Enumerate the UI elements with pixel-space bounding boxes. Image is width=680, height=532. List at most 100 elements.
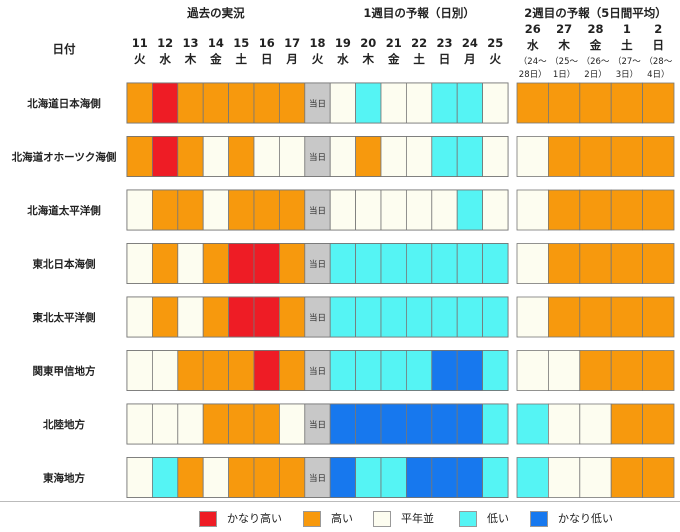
cell-7-3 xyxy=(202,457,229,498)
legend-label-3: 低い xyxy=(487,512,509,525)
col-dow-3: 金 xyxy=(209,52,222,66)
cell-5-12 xyxy=(431,350,458,391)
cell-7-5 xyxy=(253,457,280,498)
cell2-1-2 xyxy=(579,136,612,177)
cell-7-6 xyxy=(278,457,306,498)
column-headers: 日付 11火12水13木14金15土16日17月18火19水20木21金22土23… xyxy=(53,22,673,80)
col-dow-13: 月 xyxy=(463,52,476,66)
group-header-1: 1週目の予報（日別） xyxy=(363,6,475,20)
cell-0-1 xyxy=(151,82,179,124)
row-label-5: 関東甲信地方 xyxy=(33,365,96,378)
cell-2-13 xyxy=(456,189,484,231)
cell2-4-1 xyxy=(548,296,581,338)
col-date-13: 24 xyxy=(462,36,478,50)
cell-7-9 xyxy=(355,457,382,498)
cell2-6-1 xyxy=(548,403,581,445)
cell-7-8 xyxy=(329,457,357,498)
cell-5-11 xyxy=(405,350,433,391)
cell2-7-3 xyxy=(610,457,644,498)
col-dow-10: 金 xyxy=(387,52,400,66)
cell-0-6 xyxy=(278,82,306,124)
today-label-6: 当日 xyxy=(309,420,326,431)
cell2-0-4 xyxy=(642,82,675,124)
col-dow-7: 火 xyxy=(312,52,324,66)
cell-0-11 xyxy=(405,82,433,124)
col-date-2: 13 xyxy=(182,36,198,50)
cell-4-5 xyxy=(253,296,280,338)
cell-7-2 xyxy=(177,457,204,498)
cell-1-3 xyxy=(202,136,229,177)
cell-5-5 xyxy=(253,350,280,391)
col-dow-9: 木 xyxy=(362,52,375,66)
legend-swatch-0 xyxy=(199,511,217,527)
cell-6-3 xyxy=(202,403,229,445)
cell-6-14 xyxy=(482,403,509,445)
col2-range-a-1: （25～ xyxy=(550,56,578,67)
col-date-3: 14 xyxy=(208,36,224,50)
cell-6-9 xyxy=(355,403,382,445)
cell-2-7 xyxy=(304,189,331,231)
cell-3-4 xyxy=(228,243,255,284)
col2-range-a-0: （24～ xyxy=(519,56,547,67)
cell-5-3 xyxy=(202,350,229,391)
cell-4-11 xyxy=(405,296,433,338)
col2-range-a-3: （27～ xyxy=(613,56,641,67)
cell-4-3 xyxy=(202,296,229,338)
row-label-1: 北海道オホーツク海側 xyxy=(12,151,117,164)
cell-1-8 xyxy=(329,136,357,177)
col-dow-5: 日 xyxy=(261,52,273,66)
cell-1-2 xyxy=(177,136,204,177)
cell-1-9 xyxy=(355,136,382,177)
today-label-3: 当日 xyxy=(309,259,326,270)
legend-label-0: かなり高い xyxy=(227,512,282,525)
cell-0-8 xyxy=(329,82,357,124)
col2-range-b-2: 2日） xyxy=(584,69,606,80)
col-date-6: 17 xyxy=(284,36,300,50)
col-date-4: 15 xyxy=(233,36,249,50)
col2-date-0: 26 xyxy=(525,22,541,36)
cell-4-0 xyxy=(126,296,153,338)
col-date-0: 11 xyxy=(132,36,148,50)
cell-4-12 xyxy=(431,296,458,338)
cell-2-2 xyxy=(177,189,204,231)
cell-6-12 xyxy=(431,403,458,445)
cell2-4-3 xyxy=(610,296,644,338)
cell-0-2 xyxy=(177,82,204,124)
row-label-6: 北陸地方 xyxy=(43,418,85,431)
cell-6-13 xyxy=(456,403,484,445)
cell-2-1 xyxy=(151,189,179,231)
cell2-4-0 xyxy=(516,296,549,338)
col-dow-1: 水 xyxy=(159,52,171,66)
cell-1-7 xyxy=(304,136,331,177)
col-date-14: 25 xyxy=(487,36,503,50)
cell-2-14 xyxy=(482,189,509,231)
today-label-0: 当日 xyxy=(309,99,326,110)
col-date-11: 22 xyxy=(411,36,427,50)
cell-3-9 xyxy=(355,243,382,284)
col2-range-b-1: 1日） xyxy=(553,69,575,80)
col2-range-b-4: 4日） xyxy=(647,69,669,80)
cell2-4-4 xyxy=(642,296,675,338)
cell2-0-3 xyxy=(610,82,644,124)
cell-3-3 xyxy=(202,243,229,284)
today-label-7: 当日 xyxy=(309,473,326,484)
col2-dow-1: 木 xyxy=(557,38,570,52)
cell2-3-4 xyxy=(642,243,675,284)
cell-3-8 xyxy=(329,243,357,284)
legend-swatch-3 xyxy=(459,511,477,527)
cell-0-13 xyxy=(456,82,484,124)
cell2-0-1 xyxy=(548,82,581,124)
cell-2-0 xyxy=(126,189,153,231)
cell2-6-3 xyxy=(610,403,644,445)
row-label-7: 東海地方 xyxy=(43,472,85,485)
cell-1-14 xyxy=(482,136,509,177)
cell-2-5 xyxy=(253,189,280,231)
cell-7-0 xyxy=(126,457,153,498)
cell2-0-2 xyxy=(579,82,612,124)
cell-2-10 xyxy=(380,189,407,231)
row-label-3: 東北日本海側 xyxy=(33,258,96,271)
cell2-3-3 xyxy=(610,243,644,284)
cell-0-0 xyxy=(126,82,153,124)
cell-6-4 xyxy=(228,403,255,445)
